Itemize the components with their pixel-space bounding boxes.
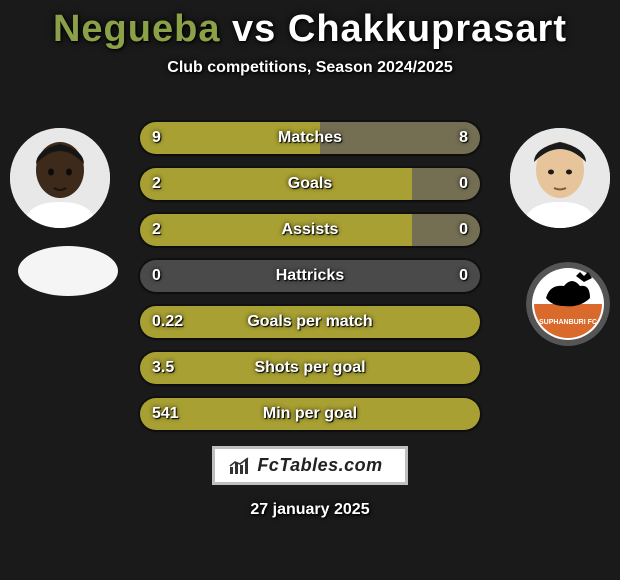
svg-text:SUPHANBURI FC: SUPHANBURI FC xyxy=(539,319,597,326)
stat-row-matches: 9 Matches 8 xyxy=(140,122,480,154)
stat-row-assists: 2 Assists 0 xyxy=(140,214,480,246)
branding-badge: FcTables.com xyxy=(212,446,407,485)
stat-label: Shots per goal xyxy=(140,352,480,384)
stat-label: Assists xyxy=(140,214,480,246)
footer: FcTables.com 27 january 2025 xyxy=(0,446,620,519)
vs-separator: vs xyxy=(232,8,276,50)
page-title: Negueba vs Chakkuprasart xyxy=(0,0,620,51)
stat-value-right: 8 xyxy=(459,122,468,154)
subtitle: Club competitions, Season 2024/2025 xyxy=(0,59,620,77)
stat-label: Goals xyxy=(140,168,480,200)
avatar-right-icon xyxy=(510,128,610,228)
club-right-badge: SUPHANBURI FC xyxy=(526,262,610,346)
stat-row-goals-per-match: 0.22 Goals per match xyxy=(140,306,480,338)
club-right-icon: SUPHANBURI FC xyxy=(526,262,610,346)
player-right-name: Chakkuprasart xyxy=(288,8,567,50)
stat-value-right: 0 xyxy=(459,168,468,200)
stat-label: Goals per match xyxy=(140,306,480,338)
stat-row-min-per-goal: 541 Min per goal xyxy=(140,398,480,430)
date: 27 january 2025 xyxy=(0,501,620,519)
stat-label: Hattricks xyxy=(140,260,480,292)
player-right-avatar xyxy=(510,128,610,228)
stat-row-shots-per-goal: 3.5 Shots per goal xyxy=(140,352,480,384)
avatar-left-icon xyxy=(10,128,110,228)
player-left-name: Negueba xyxy=(53,8,220,50)
stat-row-goals: 2 Goals 0 xyxy=(140,168,480,200)
stat-row-hattricks: 0 Hattricks 0 xyxy=(140,260,480,292)
stat-value-right: 0 xyxy=(459,260,468,292)
chart-icon xyxy=(229,457,251,475)
stat-label: Min per goal xyxy=(140,398,480,430)
club-left-badge xyxy=(18,246,118,296)
stat-label: Matches xyxy=(140,122,480,154)
player-left-avatar xyxy=(10,128,110,228)
stat-value-right: 0 xyxy=(459,214,468,246)
stats-bars: 9 Matches 8 2 Goals 0 2 Assists 0 0 Hatt… xyxy=(140,122,480,444)
branding-text: FcTables.com xyxy=(257,455,382,475)
